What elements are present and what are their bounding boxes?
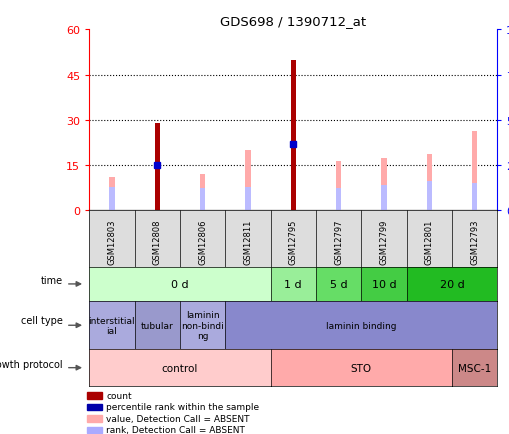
Bar [87, 427, 102, 433]
Text: GSM12803: GSM12803 [107, 219, 116, 264]
Text: interstitial
ial: interstitial ial [89, 316, 135, 335]
Text: laminin
non-bindi
ng: laminin non-bindi ng [181, 311, 223, 340]
Bar [290, 60, 295, 210]
Bar [380, 158, 386, 210]
Text: cell type: cell type [20, 316, 62, 326]
Text: STO: STO [350, 363, 371, 373]
Bar [87, 404, 102, 410]
Text: GSM12799: GSM12799 [379, 219, 388, 264]
Text: MSC-1: MSC-1 [457, 363, 490, 373]
Bar [471, 184, 476, 210]
Bar [426, 182, 431, 210]
Text: growth protocol: growth protocol [0, 359, 62, 369]
Bar [245, 151, 250, 210]
Text: control: control [161, 363, 197, 373]
Bar [87, 415, 102, 421]
Bar [335, 162, 341, 210]
Text: percentile rank within the sample: percentile rank within the sample [106, 402, 259, 411]
Text: GSM12793: GSM12793 [469, 219, 478, 264]
Text: GSM12808: GSM12808 [153, 219, 161, 264]
Title: GDS698 / 1390712_at: GDS698 / 1390712_at [220, 15, 365, 28]
Bar [154, 184, 160, 210]
Text: 1 d: 1 d [284, 279, 301, 289]
Bar [200, 189, 205, 210]
Text: laminin binding: laminin binding [325, 321, 395, 330]
Text: 0 d: 0 d [171, 279, 188, 289]
Bar [426, 155, 431, 210]
Text: GSM12795: GSM12795 [288, 219, 297, 264]
Text: rank, Detection Call = ABSENT: rank, Detection Call = ABSENT [106, 425, 245, 434]
Bar [380, 185, 386, 210]
Bar [154, 182, 160, 210]
Text: value, Detection Call = ABSENT: value, Detection Call = ABSENT [106, 414, 249, 423]
Text: GSM12811: GSM12811 [243, 219, 252, 264]
Text: count: count [106, 391, 132, 400]
Bar [154, 123, 160, 210]
Text: 20 d: 20 d [439, 279, 463, 289]
Text: time: time [40, 276, 62, 286]
Text: GSM12801: GSM12801 [424, 219, 433, 264]
Bar [335, 189, 341, 210]
Text: 5 d: 5 d [329, 279, 347, 289]
Bar [290, 164, 295, 210]
Bar [109, 178, 115, 210]
Text: GSM12806: GSM12806 [197, 219, 207, 264]
Bar [87, 392, 102, 399]
Bar [245, 187, 250, 210]
Bar [200, 174, 205, 210]
Text: GSM12797: GSM12797 [333, 219, 343, 264]
Bar [471, 131, 476, 210]
Text: tubular: tubular [140, 321, 173, 330]
Bar [109, 187, 115, 210]
Text: 10 d: 10 d [371, 279, 395, 289]
